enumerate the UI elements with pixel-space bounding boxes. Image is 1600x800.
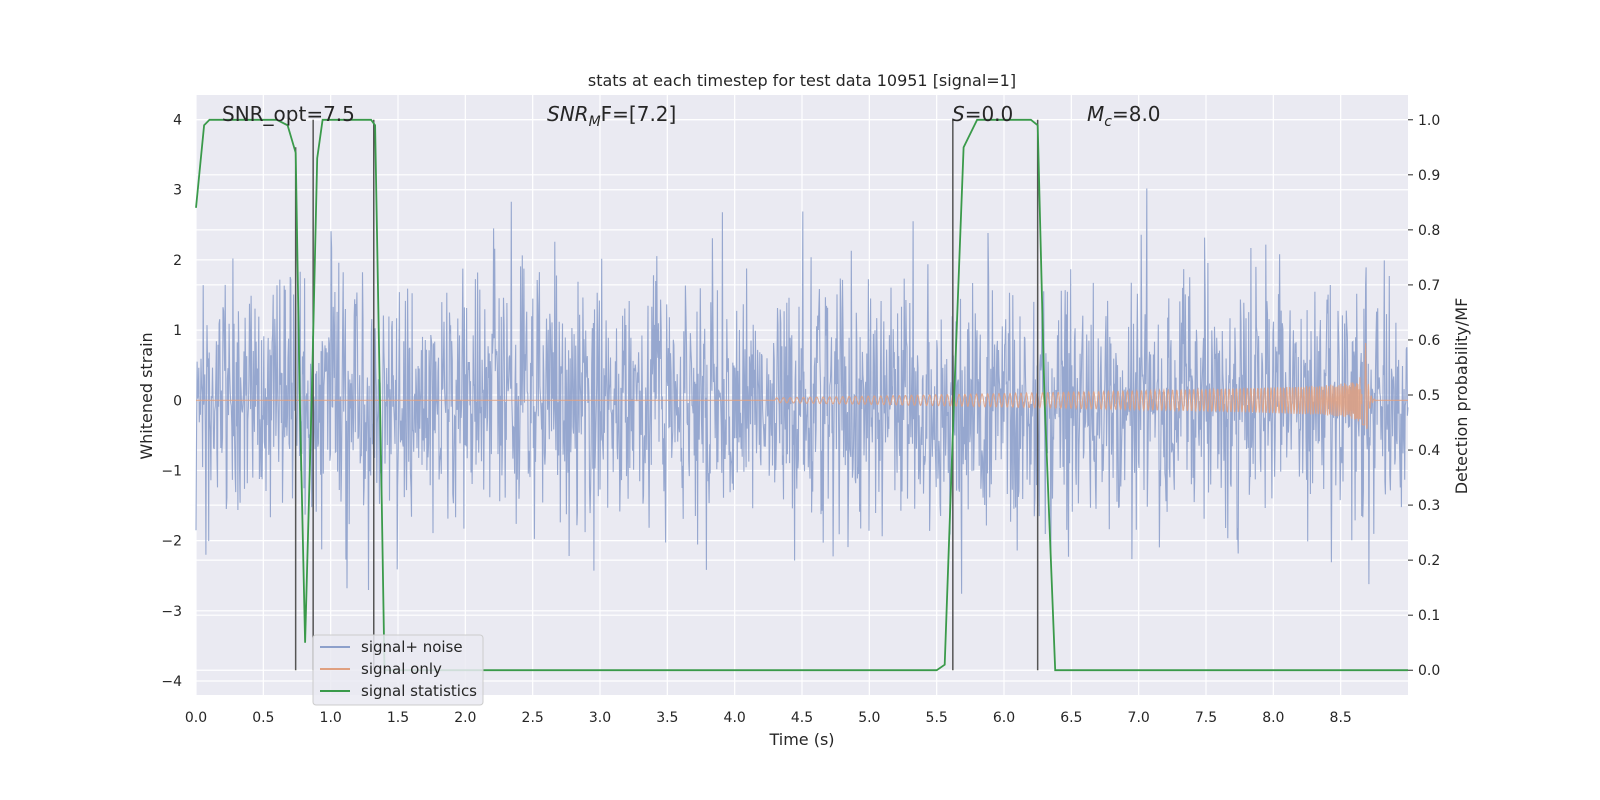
y-right-tick-label: 0.6 [1418, 333, 1440, 349]
legend-label-stats: signal statistics [361, 682, 477, 700]
legend-label-signal: signal only [361, 660, 442, 678]
y-right-tick-label: 0.8 [1418, 223, 1440, 239]
y-left-tick-label: 0 [173, 393, 182, 409]
axis-ticks: 0.0 0.5 1.0 1.5 2.0 2.5 3.0 3.5 4.0 4.5 5.0 5.5 6.0 6… [161, 113, 1440, 726]
y-right-tick-label: 0.9 [1418, 168, 1440, 184]
x-tick-label: 2.5 [522, 710, 544, 726]
legend-box [312, 634, 484, 706]
legend: signal+ noise signal only signal statist… [312, 634, 484, 706]
x-tick-label: 7.5 [1195, 710, 1217, 726]
chart-title: stats at each timestep for test data 109… [588, 71, 1016, 90]
x-tick-label: 3.5 [656, 710, 678, 726]
y-left-tick-label: 3 [173, 183, 182, 199]
x-tick-label: 4.5 [791, 710, 813, 726]
annotation-snr-opt: SNR_opt=7.5 [222, 102, 355, 126]
annotation-s-symbol: S [952, 102, 965, 126]
annotation-mc-subscript: c [1104, 114, 1112, 130]
signal-line [196, 342, 1408, 430]
x-tick-label: 1.0 [320, 710, 342, 726]
x-tick-label: 5.5 [926, 710, 948, 726]
x-axis-label: Time (s) [768, 730, 834, 749]
annotation-mc-symbol: M [1087, 102, 1104, 126]
x-tick-label: 7.0 [1128, 710, 1150, 726]
x-tick-label: 6.0 [993, 710, 1015, 726]
y-left-tick-label: −2 [161, 534, 182, 550]
x-tick-label: 0.0 [185, 710, 207, 726]
x-tick-label: 1.5 [387, 710, 409, 726]
x-tick-label: 0.5 [252, 710, 274, 726]
y-right-tick-label: 0.4 [1418, 443, 1440, 459]
y-left-tick-label: 1 [173, 323, 182, 339]
x-tick-label: 3.0 [589, 710, 611, 726]
x-tick-label: 5.0 [858, 710, 880, 726]
vertical-markers [294, 119, 1039, 671]
annotation-mc: Mc=8.0 [1087, 102, 1161, 130]
y-left-tick-label: 2 [173, 253, 182, 269]
y-right-tick-label: 1.0 [1418, 113, 1440, 129]
annotation-s-value: =0.0 [965, 102, 1014, 126]
y-axis-left-label: Whitened strain [137, 332, 156, 459]
x-tick-label: 6.5 [1060, 710, 1082, 726]
y-axis-right-label: Detection probability/MF [1452, 298, 1471, 495]
y-right-tick-label: 0.1 [1418, 608, 1440, 624]
y-right-tick-label: 0.7 [1418, 278, 1440, 294]
y-left-tick-label: −3 [161, 604, 182, 620]
signal-plus-noise-series [195, 188, 1409, 594]
annotation-s: S=0.0 [952, 102, 1013, 126]
annotation-snr-mf-value: F=[7.2] [601, 102, 677, 126]
y-right-tick-label: 0.5 [1418, 388, 1440, 404]
y-right-tick-label: 0.3 [1418, 498, 1440, 514]
x-tick-label: 2.0 [454, 710, 476, 726]
y-right-tick-label: 0.2 [1418, 553, 1440, 569]
x-tick-label: 8.5 [1330, 710, 1352, 726]
noise-line [195, 188, 1409, 594]
annotation-snr-mf-subscript: M [589, 114, 601, 130]
annotation-mc-value: =8.0 [1112, 102, 1161, 126]
annotation-snr-mf-main: SNR [547, 102, 589, 126]
x-tick-label: 4.0 [724, 710, 746, 726]
x-tick-label: 8.0 [1262, 710, 1284, 726]
y-left-tick-label: −1 [161, 463, 182, 479]
legend-label-noise: signal+ noise [361, 638, 463, 656]
annotation-snr-mf: SNRMF=[7.2] [547, 102, 676, 130]
signal-only-series [196, 342, 1408, 430]
y-right-tick-label: 0.0 [1418, 663, 1440, 679]
y-left-tick-label: 4 [173, 113, 182, 129]
y-left-tick-label: −4 [161, 674, 182, 690]
